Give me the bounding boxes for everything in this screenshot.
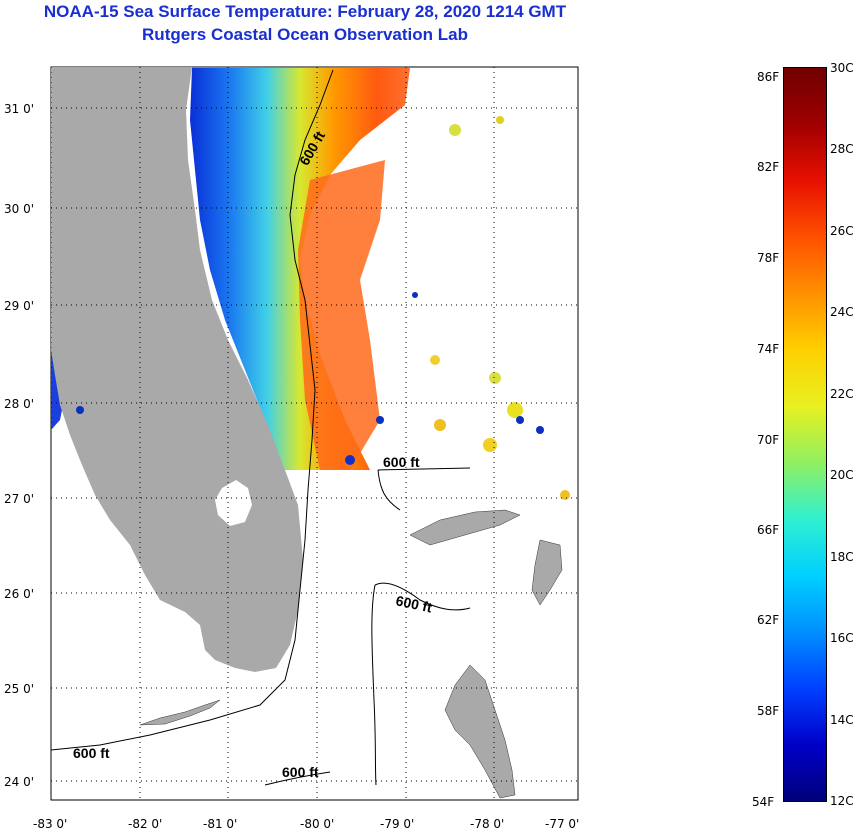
lat-label: 29 0' bbox=[4, 299, 34, 313]
sst-gulfstream-core bbox=[298, 160, 385, 470]
colorbar-f-label: 70F bbox=[757, 433, 780, 447]
contour-label-bottom: 600 ft bbox=[282, 764, 319, 780]
lat-label: 25 0' bbox=[4, 682, 34, 696]
colorbar-c-label: 22C bbox=[830, 387, 854, 401]
lat-label: 30 0' bbox=[4, 202, 34, 216]
colorbar-c-label: 18C bbox=[830, 550, 854, 564]
colorbar-c-label: 16C bbox=[830, 631, 854, 645]
contour-label-bahamas: 600 ft bbox=[383, 454, 420, 470]
contour-label-east: 600 ft bbox=[394, 592, 433, 615]
colorbar-f-label: 66F bbox=[757, 523, 780, 537]
florida-keys bbox=[139, 699, 221, 726]
colorbar-c-label: 12C bbox=[830, 794, 854, 808]
graticule bbox=[50, 67, 579, 800]
lon-label: -82 0' bbox=[128, 817, 162, 831]
lake-okeechobee bbox=[215, 480, 252, 526]
contour-label-south: 600 ft bbox=[73, 745, 110, 761]
abaco-island bbox=[531, 539, 563, 606]
lat-label: 24 0' bbox=[4, 775, 34, 789]
colorbar-c-label: 26C bbox=[830, 224, 854, 238]
lon-label: -80 0' bbox=[300, 817, 334, 831]
grand-bahama bbox=[409, 509, 521, 546]
lon-label: -83 0' bbox=[33, 817, 67, 831]
latitude-labels: 31 0' 30 0' 29 0' 28 0' 27 0' 26 0' 25 0… bbox=[4, 102, 34, 789]
colorbar-f-label: 74F bbox=[757, 342, 780, 356]
lat-label: 31 0' bbox=[4, 102, 34, 116]
longitude-labels: -83 0' -82 0' -81 0' -80 0' -79 0' -78 0… bbox=[33, 817, 579, 831]
lon-label: -78 0' bbox=[470, 817, 504, 831]
map-title: NOAA-15 Sea Surface Temperature: Februar… bbox=[43, 2, 567, 21]
temperature-colorbar bbox=[783, 67, 827, 802]
colorbar-f-label: 82F bbox=[757, 160, 780, 174]
colorbar-f-label: 62F bbox=[757, 613, 780, 627]
colorbar-c-label: 24C bbox=[830, 305, 854, 319]
lon-label: -81 0' bbox=[203, 817, 237, 831]
lat-label: 28 0' bbox=[4, 397, 34, 411]
map-subtitle: Rutgers Coastal Ocean Observation Lab bbox=[142, 25, 468, 44]
andros-island bbox=[444, 664, 516, 799]
colorbar-f-label: 86F bbox=[757, 70, 780, 84]
colorbar-f-label: 54F bbox=[752, 795, 775, 809]
isobath-contours bbox=[50, 69, 471, 786]
colorbar-c-label: 30C bbox=[830, 61, 854, 75]
colorbar-c-label: 20C bbox=[830, 468, 854, 482]
lat-label: 26 0' bbox=[4, 587, 34, 601]
lon-label: -77 0' bbox=[545, 817, 579, 831]
sst-scatter-specks bbox=[76, 116, 570, 500]
lon-label: -79 0' bbox=[380, 817, 414, 831]
lat-label: 27 0' bbox=[4, 492, 34, 506]
colorbar-f-label: 58F bbox=[757, 704, 780, 718]
colorbar-c-label: 14C bbox=[830, 713, 854, 727]
colorbar-f-label: 78F bbox=[757, 251, 780, 265]
colorbar-c-label: 28C bbox=[830, 142, 854, 156]
